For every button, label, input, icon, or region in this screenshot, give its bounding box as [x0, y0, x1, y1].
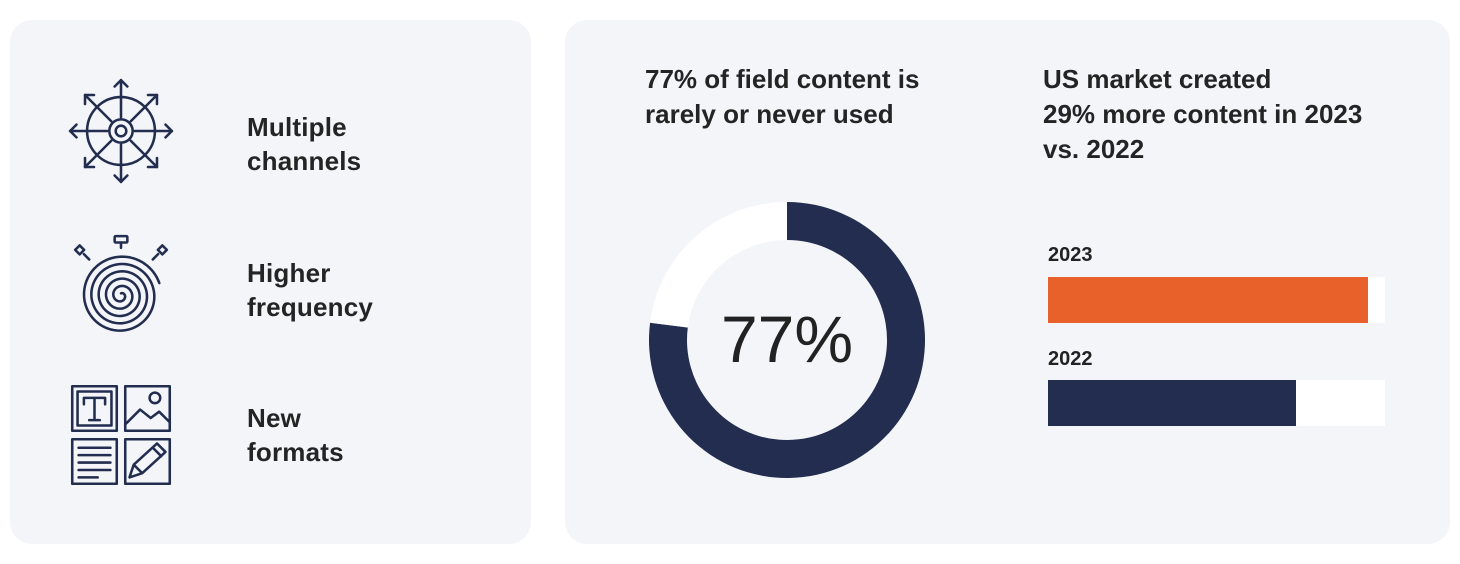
bar-track-2023 [1048, 277, 1385, 323]
donut-title-line: 77% of field content is [645, 64, 920, 94]
features-card: Multiple channels Higher frequency New f… [10, 20, 531, 544]
bar-label-2022: 2022 [1048, 348, 1093, 370]
donut-chart: 77% [649, 202, 925, 479]
feature-line: channels [247, 146, 362, 176]
donut-title-line: rarely or never used [645, 99, 894, 129]
feature-line: Higher [247, 258, 331, 288]
donut-slice-other [650, 202, 787, 328]
feature-line: New [247, 403, 302, 433]
bar-chart-title: US market created 29% more content in 20… [1043, 62, 1423, 167]
bar-title-line: US market created [1043, 64, 1272, 94]
feature-line: frequency [247, 292, 374, 322]
feature-line: Multiple [247, 112, 347, 142]
feature-label-new-formats: New formats [247, 401, 344, 469]
bar-title-line: 29% more content in 2023 [1043, 99, 1363, 129]
feature-label-higher-frequency: Higher frequency [247, 256, 373, 324]
bar-2022 [1048, 380, 1296, 426]
stats-card: 77% of field content is rarely or never … [565, 20, 1450, 544]
arrows-radiating-icon [68, 78, 174, 184]
stopwatch-spiral-icon [73, 234, 169, 332]
bar-2023 [1048, 277, 1368, 323]
feature-line: formats [247, 437, 344, 467]
feature-label-multiple-channels: Multiple channels [247, 110, 361, 178]
donut-title: 77% of field content is rarely or never … [645, 62, 975, 132]
donut-center-label: 77% [721, 302, 853, 376]
content-formats-icon [70, 384, 172, 486]
bar-track-2022 [1048, 380, 1385, 426]
bar-label-2023: 2023 [1048, 244, 1093, 266]
bar-title-line: vs. 2022 [1043, 134, 1145, 164]
